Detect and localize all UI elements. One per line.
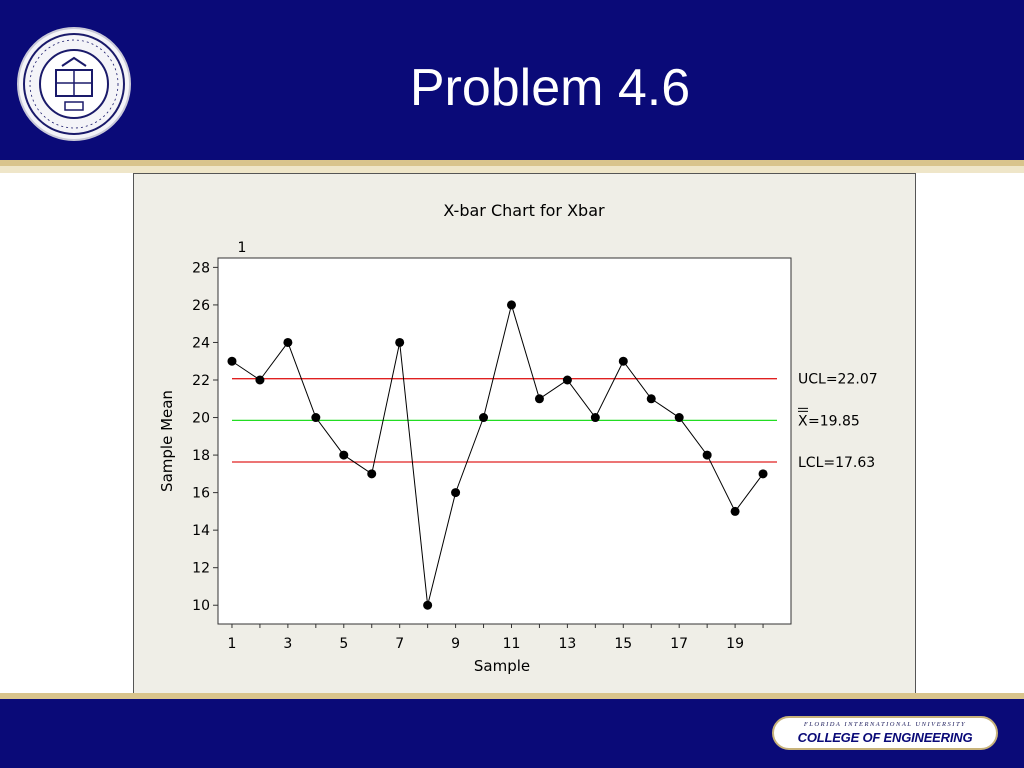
data-point	[255, 375, 265, 385]
y-tick-label: 14	[192, 523, 210, 539]
plot-area	[217, 257, 792, 625]
center-label: =19.85	[808, 413, 860, 429]
chart-panel: X-bar Chart for Xbar 10 12 14 16 18 20 22 24 26 2…	[133, 173, 916, 694]
footer-gold-stripe	[0, 693, 1024, 699]
data-point	[423, 600, 433, 610]
data-point	[451, 488, 461, 498]
y-tick-label: 28	[192, 260, 210, 276]
data-point	[730, 506, 740, 516]
badge-university-name: FLORIDA INTERNATIONAL UNIVERSITY	[803, 721, 967, 728]
out-of-control-annotation: 1	[238, 240, 247, 256]
data-point	[758, 469, 768, 479]
slide-header: Problem 4.6	[0, 0, 1024, 160]
x-tick-label: 11	[503, 636, 521, 652]
x-tick-label: 13	[558, 636, 576, 652]
x-tick-label: 3	[283, 636, 292, 652]
data-point	[479, 413, 489, 423]
badge-college-name: COLLEGE OF ENGINEERING	[797, 730, 973, 745]
y-axis-label: Sample Mean	[158, 390, 176, 492]
x-tick-label: 9	[451, 636, 460, 652]
y-axis: 10 12 14 16 18 20 22 24 26 28	[192, 260, 218, 614]
data-point	[674, 413, 684, 423]
y-tick-label: 16	[192, 486, 210, 502]
slide-title: Problem 4.6	[409, 59, 691, 117]
y-tick-label: 26	[192, 298, 210, 314]
x-tick-label: 15	[614, 636, 632, 652]
university-seal-icon	[17, 27, 131, 141]
data-point	[562, 375, 572, 385]
x-tick-label: 17	[670, 636, 688, 652]
data-point	[590, 413, 600, 423]
x-axis-label: Sample	[474, 657, 530, 675]
college-badge: FLORIDA INTERNATIONAL UNIVERSITY COLLEGE…	[772, 716, 998, 750]
y-tick-label: 20	[192, 411, 210, 427]
data-point	[534, 394, 544, 404]
data-point	[367, 469, 377, 479]
center-symbol: X	[798, 413, 808, 429]
data-series: 1	[227, 240, 768, 610]
chart-title: X-bar Chart for Xbar	[443, 201, 605, 220]
data-point	[395, 337, 405, 347]
lcl-label: LCL=17.63	[798, 455, 875, 471]
data-point	[506, 300, 516, 310]
x-tick-label: 5	[339, 636, 348, 652]
header-gold-stripe	[0, 160, 1024, 166]
data-point	[283, 337, 293, 347]
y-tick-label: 12	[192, 561, 210, 577]
data-point	[646, 394, 656, 404]
control-limit-labels: UCL=22.07 X =19.85 LCL=17.63	[798, 372, 878, 471]
y-tick-label: 24	[192, 335, 210, 351]
data-point	[311, 413, 321, 423]
y-tick-label: 22	[192, 373, 210, 389]
ucl-label: UCL=22.07	[798, 372, 878, 388]
series-line	[231, 303, 764, 606]
data-point	[618, 356, 628, 366]
data-point	[227, 356, 237, 366]
xbar-chart: X-bar Chart for Xbar 10 12 14 16 18 20 22 24 26 2…	[158, 201, 878, 675]
x-tick-label: 1	[228, 636, 237, 652]
data-point	[339, 450, 349, 460]
y-tick-label: 18	[192, 448, 210, 464]
control-limit-lines	[232, 378, 777, 463]
y-tick-label: 10	[192, 598, 210, 614]
x-axis: 1 3 5 7 9 11 13 15 17 19	[228, 624, 764, 652]
x-tick-label: 7	[395, 636, 404, 652]
header-cream-stripe	[0, 166, 1024, 173]
x-tick-label: 19	[726, 636, 744, 652]
data-point	[702, 450, 712, 460]
